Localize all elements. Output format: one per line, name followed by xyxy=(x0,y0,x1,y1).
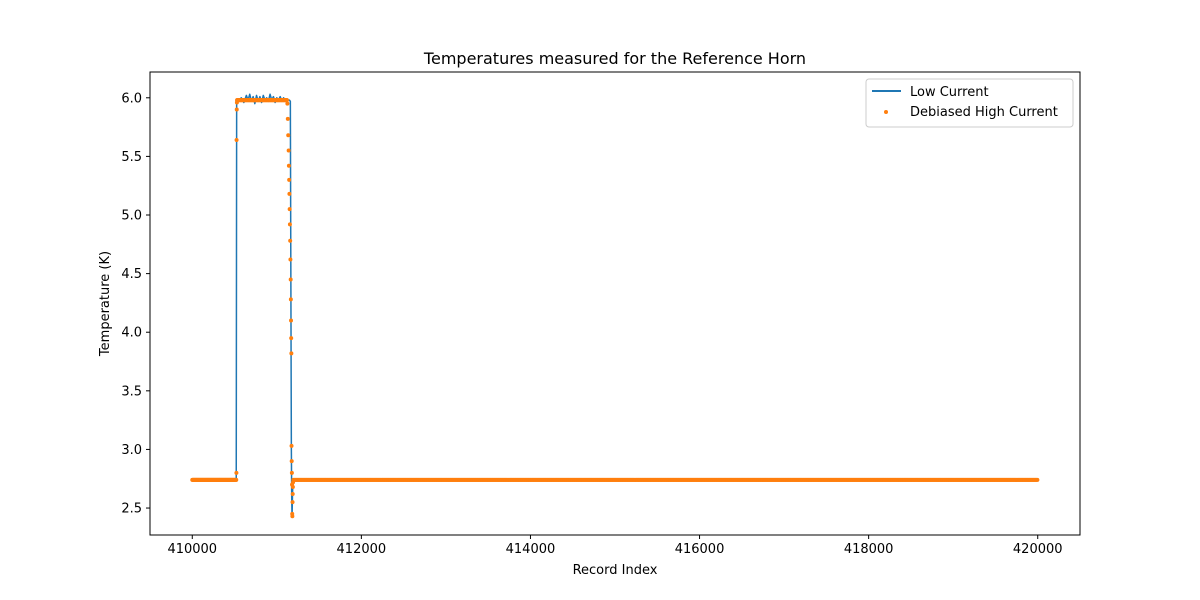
legend-label-debiased-high-current: Debiased High Current xyxy=(910,105,1058,120)
legend-label-low-current: Low Current xyxy=(910,85,989,100)
scatter-point xyxy=(287,191,292,196)
y-tick-label: 5.5 xyxy=(121,150,142,165)
x-tick-label: 420000 xyxy=(1013,542,1063,557)
scatter-point xyxy=(234,477,239,482)
legend: Low Current Debiased High Current xyxy=(865,78,1074,128)
scatter-point xyxy=(288,297,293,302)
scatter-point xyxy=(286,163,291,168)
x-tick-label: 418000 xyxy=(844,542,894,557)
scatter-point xyxy=(287,207,292,212)
scatter-point xyxy=(288,238,293,243)
y-axis-ticks: 2.5 3.0 3.5 4.0 4.5 5.0 5.5 6.0 xyxy=(121,91,150,517)
x-axis-label: Record Index xyxy=(573,563,658,578)
scatter-point xyxy=(235,98,240,103)
scatter-point xyxy=(289,443,294,448)
scatter-point xyxy=(289,336,294,341)
scatter-point xyxy=(289,459,294,464)
scatter-point xyxy=(234,470,239,475)
scatter-point xyxy=(289,470,294,475)
scatter-point xyxy=(290,500,295,505)
y-tick-label: 2.5 xyxy=(121,502,142,517)
x-axis-ticks: 410000 412000 414000 416000 418000 420000 xyxy=(167,535,1063,557)
scatter-point xyxy=(287,177,292,182)
y-tick-label: 6.0 xyxy=(121,91,142,106)
y-tick-label: 4.0 xyxy=(121,326,142,341)
series-layer xyxy=(190,93,1040,519)
y-tick-label: 4.5 xyxy=(121,267,142,282)
scatter-point xyxy=(290,514,295,519)
scatter-point xyxy=(290,484,295,489)
y-tick-label: 3.5 xyxy=(121,384,142,399)
series-scatter-debiased-high-current xyxy=(190,98,1040,519)
x-tick-label: 412000 xyxy=(337,542,387,557)
scatter-point xyxy=(285,116,290,121)
scatter-point xyxy=(288,257,293,262)
legend-marker-swatch xyxy=(884,110,888,114)
scatter-point xyxy=(288,277,293,282)
scatter-point xyxy=(290,491,295,496)
y-tick-label: 5.0 xyxy=(121,209,142,224)
x-tick-label: 414000 xyxy=(506,542,556,557)
chart-title: Temperatures measured for the Reference … xyxy=(423,49,806,68)
x-tick-label: 410000 xyxy=(167,542,217,557)
scatter-point xyxy=(284,98,289,103)
y-tick-label: 3.0 xyxy=(121,443,142,458)
scatter-point xyxy=(286,148,291,153)
scatter-point xyxy=(287,222,292,227)
scatter-point xyxy=(289,351,294,356)
scatter-point xyxy=(234,137,239,142)
scatter-point xyxy=(234,107,239,112)
plot-area xyxy=(150,72,1080,535)
legend-box xyxy=(865,78,1074,128)
scatter-point xyxy=(286,133,291,138)
y-axis-label: Temperature (K) xyxy=(98,251,113,357)
scatter-point xyxy=(1035,477,1040,482)
x-tick-label: 416000 xyxy=(675,542,725,557)
scatter-point xyxy=(289,318,294,323)
plot-frame xyxy=(149,71,1081,536)
scatter-point xyxy=(285,101,290,106)
